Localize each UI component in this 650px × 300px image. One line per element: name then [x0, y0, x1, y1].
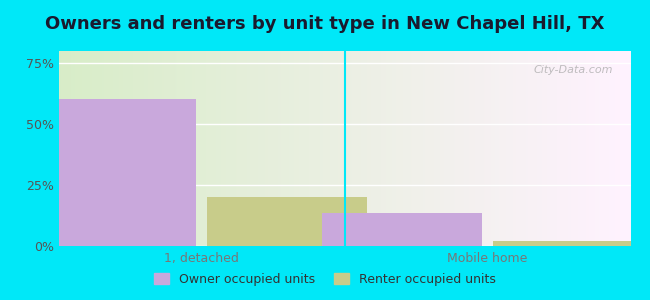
Bar: [322, 213, 482, 246]
Bar: [207, 197, 367, 246]
Legend: Owner occupied units, Renter occupied units: Owner occupied units, Renter occupied un…: [149, 268, 501, 291]
Bar: [493, 241, 650, 246]
Text: Owners and renters by unit type in New Chapel Hill, TX: Owners and renters by unit type in New C…: [46, 15, 605, 33]
Text: City-Data.com: City-Data.com: [534, 64, 614, 75]
Bar: [36, 98, 196, 246]
